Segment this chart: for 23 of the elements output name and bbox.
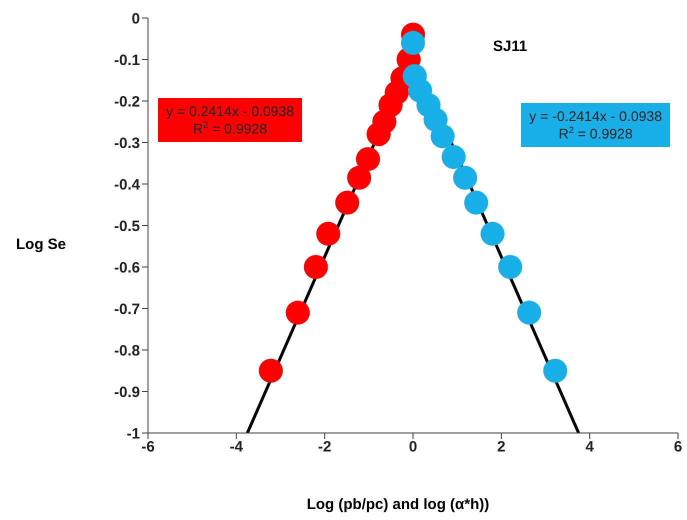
y-tick-label: -0.1 (114, 52, 140, 69)
annotation: y = 0.2414x - 0.0938 R$^{2}$ = 0.9928 (166, 103, 294, 136)
x-tick-label: 0 (408, 438, 418, 456)
y-tick-label: -0.3 (114, 134, 140, 152)
y-tick-label: -0.4 (114, 176, 141, 194)
y-tick-label: -0.6 (114, 259, 140, 276)
x-tick-label: 2 (497, 438, 506, 456)
x-tick-label: -2 (318, 438, 332, 456)
y-tick-label: -0.9 (114, 384, 140, 401)
y-tick-label: -0.5 (114, 218, 140, 235)
y-tick-label: -0.7 (114, 300, 140, 318)
y-tick-label: -0.8 (114, 342, 140, 360)
y-axis-title: Log Se (16, 236, 66, 252)
x-tick-label: 4 (585, 438, 594, 456)
x-tick-label: -4 (230, 438, 244, 456)
y-tick-label: -0.2 (114, 93, 140, 110)
y-tick-label: -1 (126, 425, 140, 442)
x-axis-title: Log (pb/pc) and log (α*h)) (306, 496, 490, 513)
y-tick-label: 0 (132, 10, 140, 28)
x-tick-label: -6 (141, 438, 155, 456)
x-tick-label: 6 (674, 438, 682, 456)
text: SJ11 (493, 38, 528, 55)
annotation: y = -0.2414x - 0.0938 R$^{2}$ = 0.9928 (529, 108, 662, 142)
